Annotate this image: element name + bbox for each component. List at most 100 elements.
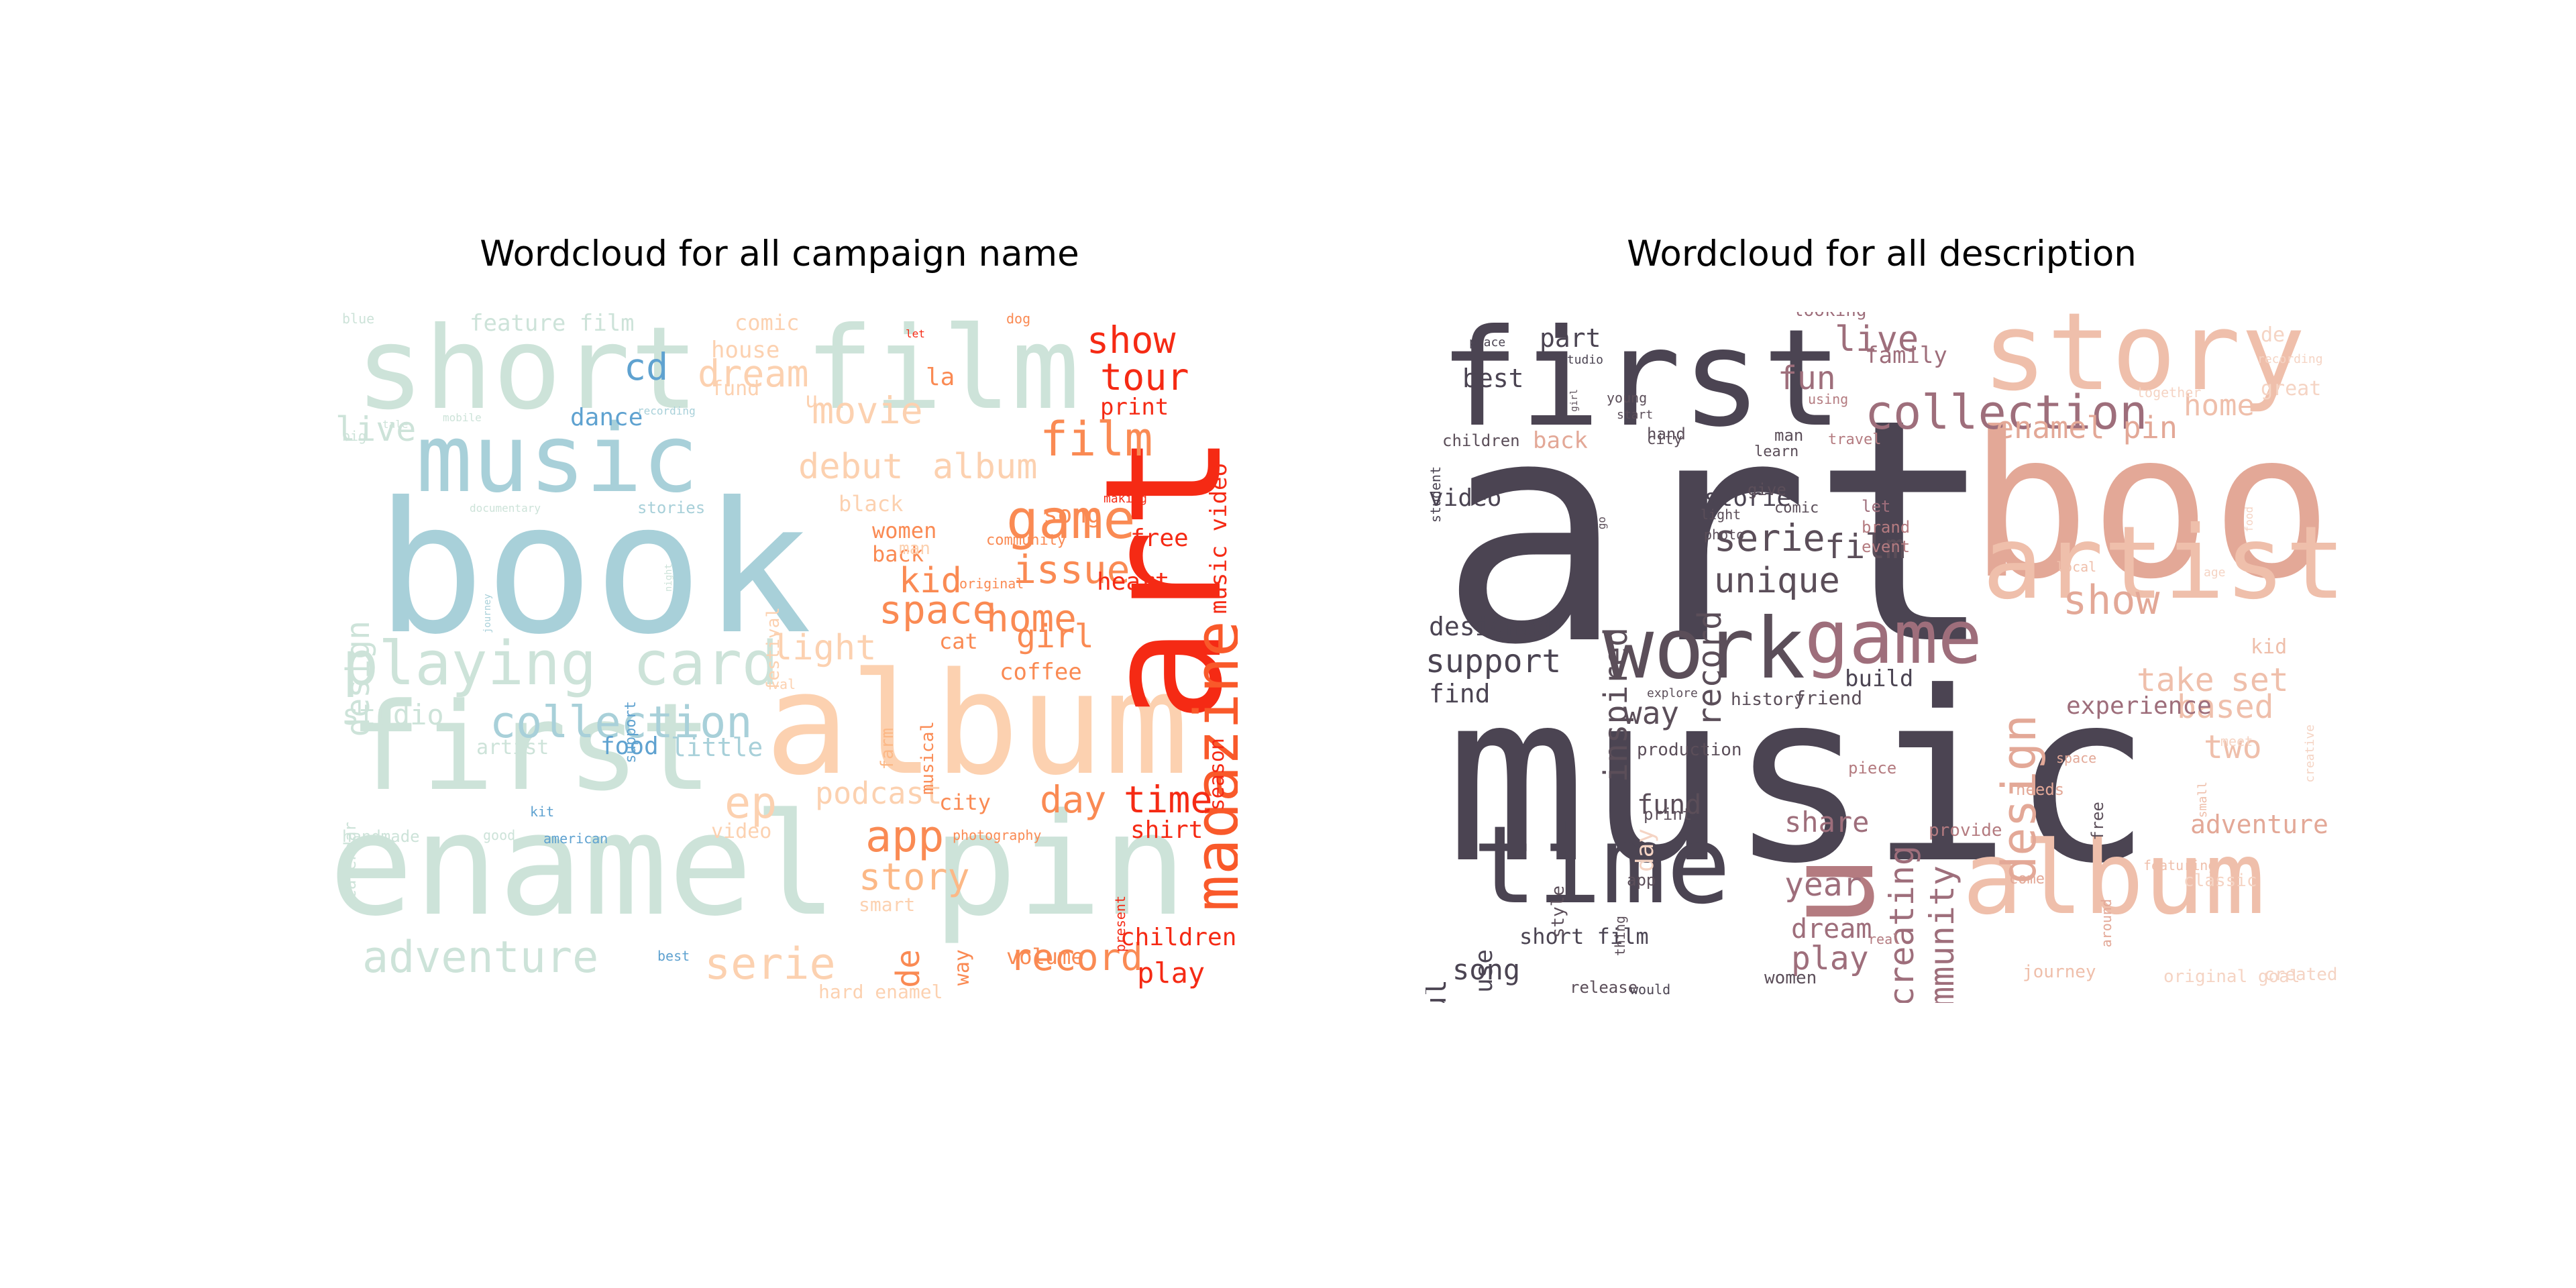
wordcloud-word: beautiful — [1426, 979, 1452, 1003]
wordcloud-word: dance — [570, 404, 643, 431]
wordcloud-word: place — [1469, 335, 1506, 350]
wordcloud-word: take — [2137, 661, 2214, 699]
wordcloud-word: pin — [932, 783, 1187, 947]
wordcloud-word: stories — [637, 498, 706, 517]
wordcloud-word: game — [1805, 594, 1982, 680]
wordcloud-word: creative — [2303, 724, 2317, 783]
wordcloud-word: show — [1087, 319, 1176, 362]
wordcloud-word: dream — [698, 352, 809, 395]
wordcloud-word: podcast — [815, 775, 943, 811]
wordcloud-word: game — [1006, 488, 1136, 551]
wordcloud-word: comic — [1774, 500, 1819, 517]
wordcloud-word: cat — [939, 629, 978, 654]
wordcloud-word: adventure — [2190, 810, 2328, 839]
wordcloud-word: let — [1862, 497, 1891, 516]
wordcloud-word: friend — [1794, 687, 1863, 709]
wordcloud-word: volume — [1006, 944, 1084, 969]
wordcloud-word: brand — [1862, 518, 1911, 537]
wordcloud-word: find — [1429, 679, 1491, 708]
wordcloud-word: studio — [1560, 353, 1604, 367]
wordcloud-word: original — [959, 576, 1024, 592]
wordcloud-word: way — [1623, 695, 1680, 731]
wordcloud-word: photo — [1704, 527, 1745, 543]
wordcloud-word: adventure — [362, 932, 599, 983]
wordcloud-word: book — [1969, 389, 2341, 623]
wordcloud-word: man — [899, 539, 930, 559]
wordcloud-word: fund — [711, 377, 760, 400]
wordcloud-word: heart — [1097, 568, 1170, 596]
wordcloud-word: collection — [490, 698, 753, 748]
wordcloud-word: tale — [382, 418, 409, 431]
wordcloud-word: back — [1533, 427, 1588, 454]
wordcloud-word: art — [1439, 354, 1996, 712]
wordcloud-word: come — [2009, 871, 2045, 888]
wordcloud-word: print — [1644, 805, 1693, 824]
wordcloud-word: smart — [859, 894, 916, 916]
wordcloud-word: travel — [1828, 431, 1882, 448]
wordcloud-word: part — [1540, 323, 1601, 353]
wordcloud-word: kit — [530, 804, 555, 820]
wordcloud-word: explore — [1647, 686, 1698, 700]
wordcloud-word: present — [1112, 896, 1128, 953]
wordcloud-word: free — [1130, 525, 1189, 552]
wordcloud-word: city — [1647, 431, 1682, 448]
wordcloud-word: good — [483, 827, 516, 843]
wordcloud-word: day — [1040, 778, 1107, 821]
wordcloud-word: music — [1446, 641, 2153, 915]
wordcloud-word: hard enamel — [818, 981, 943, 1003]
wordcloud-word: big — [342, 428, 367, 444]
wordcloud-word: playing card — [342, 629, 779, 699]
wordcloud-word: year — [1784, 866, 1862, 904]
wordcloud-word: together — [2137, 384, 2202, 400]
wordcloud-word: documentary — [470, 502, 541, 515]
wordcloud-word: local — [2056, 559, 2097, 575]
wordcloud-word: print — [1100, 394, 1169, 421]
wordcloud-word: video — [1429, 484, 1502, 512]
wordcloud-word: community — [986, 532, 1067, 549]
wordcloud-word: video — [711, 820, 772, 843]
wordcloud-word: film — [1825, 527, 1906, 566]
wordcloud-word: time — [1472, 802, 1731, 928]
wordcloud-word: needs — [2016, 780, 2065, 799]
wordcloud-word: kid — [2251, 635, 2288, 659]
wordcloud-word: black — [839, 491, 904, 517]
wordcloud-word: film — [805, 312, 1080, 435]
wordcloud-word: issue — [1013, 547, 1130, 592]
wordcloud-word: studio — [342, 698, 444, 731]
wordcloud-word: design — [1992, 714, 2047, 884]
wordcloud-word: learn — [1754, 443, 1799, 460]
wordcloud-word: creating — [1882, 845, 1921, 1003]
wordcloud-word: two — [2204, 729, 2262, 766]
wordcloud-word: feature film — [470, 312, 635, 337]
chart-title: Wordcloud for all campaign name — [480, 233, 1079, 274]
wordcloud-word: best — [1462, 364, 1524, 393]
wordcloud-word: handmade — [342, 827, 420, 846]
wordcloud-word: using — [1808, 391, 1849, 407]
wordcloud-word: de — [2261, 323, 2286, 347]
wordcloud-word: season — [1205, 738, 1229, 811]
wordcloud-word: women — [1764, 968, 1817, 988]
wordcloud-word: record — [1010, 936, 1143, 979]
wordcloud-word: girl — [1016, 618, 1094, 655]
wordcloud-word: piece — [1848, 759, 1897, 777]
wordcloud-word: music — [416, 405, 699, 514]
wordcloud-word: classic — [2184, 871, 2257, 891]
wordcloud-word: children — [1442, 431, 1520, 450]
wordcloud-word: back — [872, 541, 924, 567]
wordcloud-word: ep — [724, 778, 777, 828]
chart-title: Wordcloud for all description — [1627, 233, 2137, 274]
wordcloud-word: community — [1923, 865, 1962, 1003]
wordcloud-word: american — [543, 830, 608, 847]
wordcloud-word: song — [1452, 953, 1521, 986]
wordcloud-word: unique — [1714, 561, 1840, 601]
wordcloud-word: live — [1835, 319, 1919, 360]
wordcloud-word: album — [1962, 820, 2265, 937]
wordcloud-word: album — [765, 642, 1189, 806]
wordcloud-word: storie — [1704, 484, 1792, 512]
wordcloud-word: style — [1548, 885, 1568, 938]
wordcloud-word: collection — [1865, 385, 2148, 440]
wordcloud-word: created — [2264, 965, 2338, 985]
wordcloud-word: artist — [1982, 505, 2341, 622]
wordcloud-word: little — [671, 733, 763, 762]
